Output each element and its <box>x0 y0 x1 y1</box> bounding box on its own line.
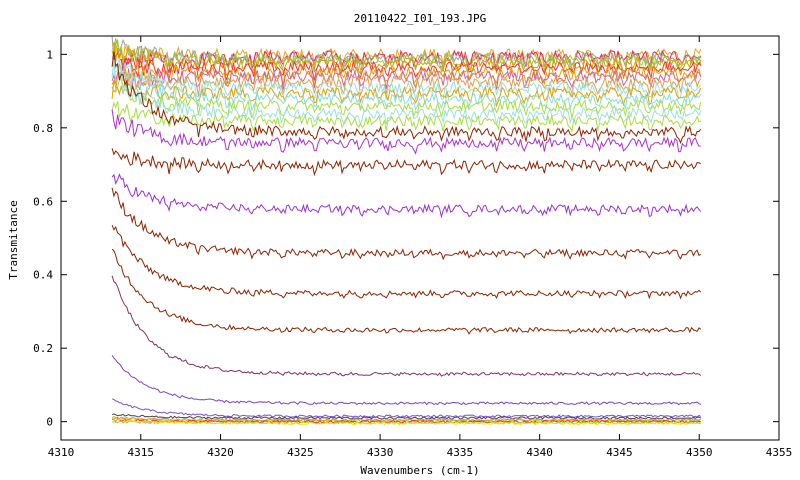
series-line <box>111 68 702 90</box>
x-tick-label: 4330 <box>367 446 394 459</box>
x-tick-label: 4320 <box>207 446 234 459</box>
y-axis-label: Transmitance <box>7 200 20 279</box>
y-tick-label: 0.4 <box>33 269 53 282</box>
series-line <box>112 57 702 81</box>
series-line <box>111 173 702 219</box>
y-axis: 0 0.2 0.4 0.6 0.8 1 <box>33 48 779 429</box>
series-line <box>111 354 701 406</box>
plot-frame <box>60 35 780 441</box>
series-line <box>111 101 702 134</box>
series-line <box>111 398 702 418</box>
series-line <box>111 413 702 420</box>
x-tick-label: 4355 <box>766 446 793 459</box>
series-line <box>111 41 702 77</box>
x-tick-label: 4325 <box>287 446 314 459</box>
x-axis-label: Wavenumbers (cm-1) <box>360 464 479 477</box>
series-line <box>111 60 702 113</box>
chart-title: 20110422_I01_193.JPG <box>354 12 486 25</box>
y-tick-label: 0.6 <box>33 195 53 208</box>
x-axis: 4310 4315 4320 4325 4330 4335 4340 4345 4350 4355 <box>48 36 793 459</box>
y-tick-label: 0.8 <box>33 122 53 135</box>
x-tick-label: 4340 <box>526 446 553 459</box>
x-tick-label: 4345 <box>606 446 633 459</box>
series-line <box>111 79 702 108</box>
x-tick-label: 4315 <box>128 446 155 459</box>
y-tick-label: 1 <box>46 48 53 61</box>
series-line <box>111 275 702 377</box>
y-tick-label: 0.2 <box>33 342 53 355</box>
series-line <box>111 187 702 261</box>
series-line <box>111 248 702 335</box>
series-line <box>111 78 702 119</box>
series-line <box>111 55 702 101</box>
series-line <box>111 109 701 155</box>
x-tick-label: 4350 <box>686 446 713 459</box>
series-line <box>111 224 702 300</box>
series-line <box>111 38 702 74</box>
y-tick-label: 0 <box>46 416 53 429</box>
series-line <box>111 51 702 145</box>
series-line <box>111 148 702 177</box>
series-line <box>111 417 701 426</box>
series-layer <box>111 36 702 426</box>
x-tick-label: 4335 <box>447 446 474 459</box>
x-tick-label: 4310 <box>48 446 75 459</box>
